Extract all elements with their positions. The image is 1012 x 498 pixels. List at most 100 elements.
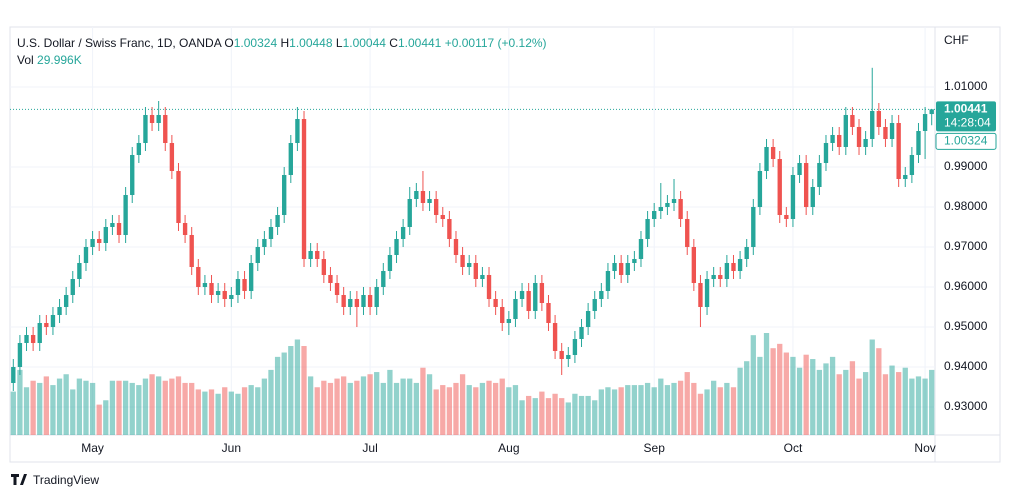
candle-body	[737, 259, 743, 271]
currency: CHF	[944, 33, 969, 47]
legend-key: L	[335, 36, 343, 50]
candle-body	[275, 215, 280, 227]
volume-bar	[856, 378, 862, 435]
volume-bar	[400, 378, 406, 435]
candle-body	[440, 215, 445, 219]
volume-bar	[545, 398, 552, 435]
volume-bar	[638, 385, 644, 435]
last-price-label: 1.00441	[944, 102, 988, 116]
candle-body	[400, 227, 406, 239]
volume-bar	[23, 387, 30, 435]
candle-body	[282, 175, 287, 215]
candle-body	[830, 135, 835, 143]
volume-bar	[466, 385, 472, 435]
volume-bar	[202, 391, 208, 435]
volume-bar	[413, 382, 419, 435]
volume-bar	[268, 369, 274, 435]
candle-body	[480, 275, 485, 279]
volume-bar	[307, 376, 314, 435]
candle-body	[922, 114, 928, 131]
candle-body	[24, 335, 29, 343]
candle-body	[605, 271, 611, 291]
candle-body	[11, 367, 16, 383]
candle-body	[341, 295, 346, 307]
volume-bar	[651, 387, 657, 435]
candle-body	[394, 239, 399, 255]
volume-bar	[70, 389, 76, 435]
volume-bar	[559, 398, 565, 435]
candle-body	[486, 275, 492, 299]
legend-change: +0.00117 (+0.12%)	[444, 36, 547, 50]
volume-bar	[63, 374, 69, 435]
candle-body	[678, 199, 683, 219]
volume-bar	[512, 385, 519, 435]
candle-body	[44, 323, 49, 327]
volume-bar	[129, 382, 135, 435]
volume-bar	[50, 385, 56, 435]
y-tick-label: 1.01000	[944, 79, 988, 93]
volume-value: 29.996K	[37, 53, 82, 67]
candle-body	[533, 283, 538, 311]
volume-bar	[578, 395, 585, 435]
volume-bar	[611, 389, 618, 435]
volume-bar	[17, 369, 23, 435]
volume-bar	[882, 374, 889, 435]
volume-bar	[479, 382, 486, 435]
volume-bar	[750, 335, 756, 435]
candle-body	[103, 227, 108, 243]
legend-row: Vol 29.996K	[17, 52, 547, 69]
y-tick-label: 0.99000	[944, 159, 988, 173]
candle-body	[176, 171, 181, 223]
volume-bar	[76, 378, 83, 435]
volume-bar	[506, 387, 512, 435]
volume-bar	[724, 382, 730, 435]
volume-bar	[56, 378, 63, 435]
volume-bar	[10, 391, 16, 435]
volume-bar	[96, 404, 102, 435]
candle-body	[698, 283, 703, 307]
candle-body	[427, 199, 432, 203]
volume-bar	[658, 378, 664, 435]
candle-body	[837, 135, 842, 147]
volume-bar	[803, 354, 809, 435]
volume-bar	[393, 382, 400, 435]
plot-area: 0.93000 0.94000 0.95000 0.96000 0.97000 0.980…	[10, 27, 997, 455]
last-price-tag	[936, 101, 996, 132]
volume-bar	[426, 374, 433, 435]
volume-bar	[704, 389, 710, 435]
volume-bar	[605, 387, 611, 435]
volume-bar	[109, 380, 116, 435]
candle-body	[97, 239, 102, 243]
volume-bar	[929, 369, 935, 435]
candle-body	[229, 295, 234, 299]
candle-body	[387, 255, 393, 271]
candle-body	[328, 275, 333, 283]
candle-body	[612, 263, 617, 271]
candle-body	[572, 339, 578, 355]
volume-bar	[420, 367, 426, 435]
legend-row: U.S. Dollar / Swiss Franc, 1D, OANDA O1.…	[17, 35, 547, 52]
candle-body	[235, 279, 241, 295]
volume-bar	[777, 343, 783, 435]
candle-body	[519, 291, 525, 299]
volume-bar	[380, 382, 386, 435]
volume-bar	[843, 369, 849, 435]
candle-body	[585, 311, 591, 327]
legend-key: H	[280, 36, 290, 50]
volume-bar	[889, 365, 895, 435]
candle-body	[70, 279, 75, 295]
volume-bar	[182, 382, 188, 435]
candle-body	[777, 159, 782, 215]
candle-body	[295, 119, 300, 143]
volume-bar	[790, 356, 796, 435]
candle-body	[17, 343, 23, 367]
volume-bar	[677, 380, 684, 435]
candle-body	[711, 275, 716, 279]
volume-bar	[552, 393, 558, 435]
volume-bar	[103, 400, 109, 435]
candle-body	[255, 247, 260, 263]
volume-bar	[499, 378, 505, 435]
candle-body	[546, 303, 551, 323]
volume-bar	[697, 393, 704, 435]
